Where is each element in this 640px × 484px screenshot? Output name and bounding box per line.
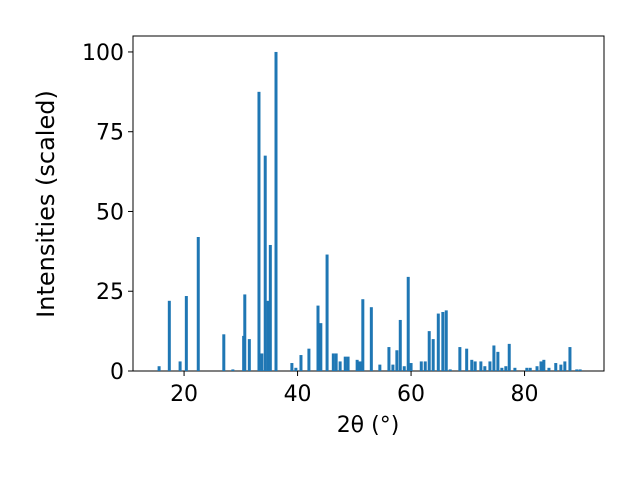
bar (431, 339, 435, 371)
y-tick-label: 75 (96, 121, 124, 146)
bar (465, 348, 469, 371)
bar (559, 364, 563, 371)
x-tick-label: 60 (397, 382, 425, 407)
bar (395, 350, 399, 371)
bar (458, 347, 462, 371)
bar (358, 361, 362, 371)
bar (496, 351, 500, 371)
bar (535, 366, 539, 371)
x-tick-label: 20 (170, 382, 198, 407)
bar (578, 369, 582, 371)
bar (507, 343, 511, 371)
bar (369, 307, 373, 371)
bar (542, 359, 546, 371)
bar (274, 51, 278, 371)
bar (378, 364, 382, 371)
bar (184, 296, 188, 371)
y-axis-label: Intensities (scaled) (32, 90, 60, 318)
plot-frame (132, 35, 605, 372)
bar (263, 155, 267, 371)
bar (268, 244, 272, 371)
bar (355, 359, 359, 371)
bar (338, 361, 342, 371)
bar (479, 361, 483, 371)
bar (528, 367, 532, 371)
bar (568, 347, 572, 371)
bar (444, 310, 448, 371)
bar (290, 363, 294, 371)
bar (247, 339, 251, 371)
bar (470, 359, 474, 371)
bar (483, 366, 487, 371)
bar (387, 347, 391, 371)
bar (547, 367, 551, 371)
bar (427, 331, 431, 371)
y-tick-label: 50 (96, 200, 124, 225)
bar (398, 319, 402, 371)
bar (563, 361, 567, 371)
y-tick-label: 0 (110, 360, 124, 385)
bar (448, 369, 452, 371)
bar (539, 361, 543, 371)
bar (500, 367, 504, 371)
bar (346, 356, 350, 371)
bar (334, 353, 338, 371)
bar (419, 361, 423, 371)
bar (492, 345, 496, 371)
bar (157, 366, 161, 371)
bar (473, 361, 477, 371)
bar (331, 353, 335, 371)
bar (504, 366, 508, 371)
bar (307, 348, 311, 371)
x-tick-label: 40 (284, 382, 312, 407)
bar (391, 364, 395, 371)
bar (231, 369, 235, 371)
bar (196, 237, 200, 371)
x-axis-label: 2θ (°) (337, 413, 400, 438)
bar (266, 300, 270, 371)
bar (222, 334, 226, 371)
y-tick-label: 25 (96, 280, 124, 305)
bar (423, 361, 427, 371)
bar (441, 311, 445, 371)
bar (525, 367, 529, 371)
bar (402, 366, 406, 371)
bar (294, 367, 298, 371)
bar (325, 254, 329, 371)
bar (406, 276, 410, 371)
bar (513, 367, 517, 371)
y-tick-label: 100 (82, 41, 124, 66)
bar (436, 313, 440, 371)
bar (257, 91, 261, 371)
bar (316, 305, 320, 371)
bar (343, 356, 347, 371)
bar (575, 369, 579, 371)
bar (319, 323, 323, 371)
bar (554, 363, 558, 371)
bar (361, 299, 365, 371)
bar (488, 361, 492, 371)
x-tick-label: 80 (511, 382, 539, 407)
bar (243, 294, 247, 371)
bar (260, 353, 264, 371)
bar (299, 355, 303, 371)
bar (178, 361, 182, 371)
bar (167, 300, 171, 371)
bar (409, 363, 413, 371)
